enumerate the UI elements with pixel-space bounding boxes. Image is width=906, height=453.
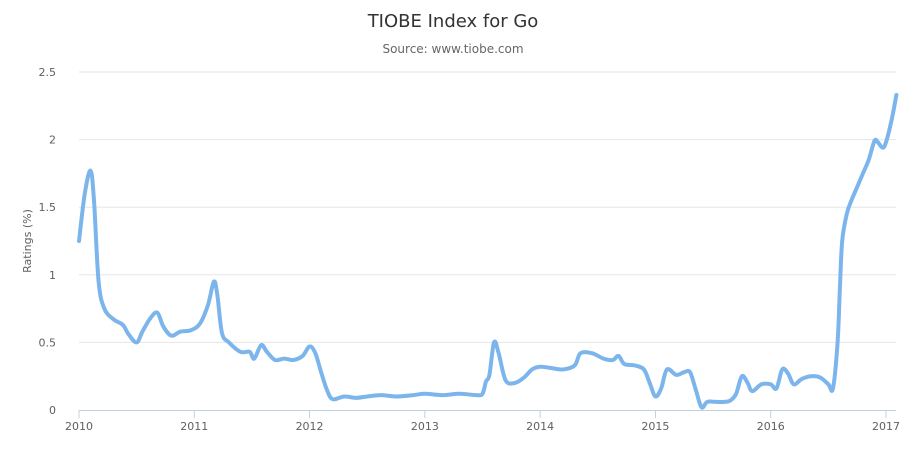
y-tick-label: 1 xyxy=(49,269,56,282)
series-layer xyxy=(77,92,899,410)
x-tick-label: 2011 xyxy=(180,420,208,433)
y-tick-label: 2 xyxy=(49,134,56,147)
x-tick-label: 2014 xyxy=(526,420,554,433)
x-tick-label: 2016 xyxy=(757,420,785,433)
y-axis-label: Ratings (%) xyxy=(21,209,34,273)
series-line xyxy=(77,92,899,410)
axes: 0 0.5 1 1.5 2 2.5 2010 2011 2012 2013 2014 2015 2016… xyxy=(39,66,901,433)
y-tick-label: 0 xyxy=(49,404,56,417)
y-tick-label: 1.5 xyxy=(39,201,57,214)
y-tick-label: 0.5 xyxy=(39,336,57,349)
x-tick-label: 2015 xyxy=(641,420,669,433)
grid-lines xyxy=(79,71,896,343)
y-tick-label: 2.5 xyxy=(39,66,57,79)
x-tick-label: 2010 xyxy=(65,420,93,433)
chart-subtitle: Source: www.tiobe.com xyxy=(382,42,523,56)
x-tick-label: 2017 xyxy=(872,420,900,433)
chart-title: TIOBE Index for Go xyxy=(367,11,539,32)
x-tick-label: 2012 xyxy=(296,420,324,433)
x-tick-label: 2013 xyxy=(411,420,439,433)
